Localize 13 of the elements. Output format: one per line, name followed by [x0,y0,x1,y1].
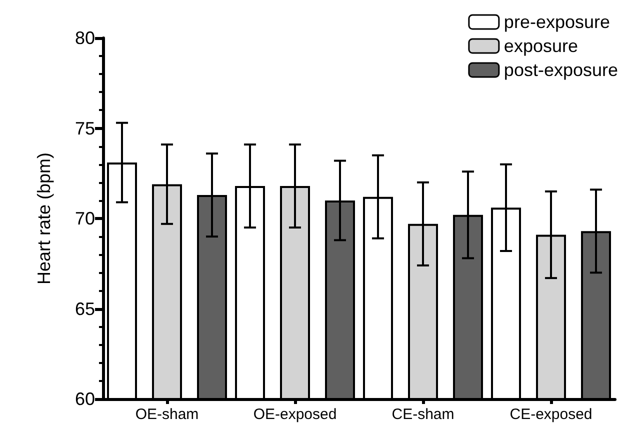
y-tick-label: 75 [74,118,95,138]
x-tick-label: CE-sham [392,406,454,423]
y-axis-title: Heart rate (bpm) [34,152,54,285]
legend-label: pre-exposure [504,12,610,32]
legend-label: exposure [504,36,578,56]
y-tick-label: 65 [74,298,95,319]
y-tick-label: 60 [74,389,95,409]
x-tick-label: CE-exposed [510,406,592,423]
x-tick-label: OE-exposed [253,406,337,423]
y-tick-label: 70 [74,208,95,228]
y-tick-label: 80 [74,28,95,48]
legend-label: post-exposure [504,60,618,80]
x-tick-label: OE-sham [135,406,199,423]
